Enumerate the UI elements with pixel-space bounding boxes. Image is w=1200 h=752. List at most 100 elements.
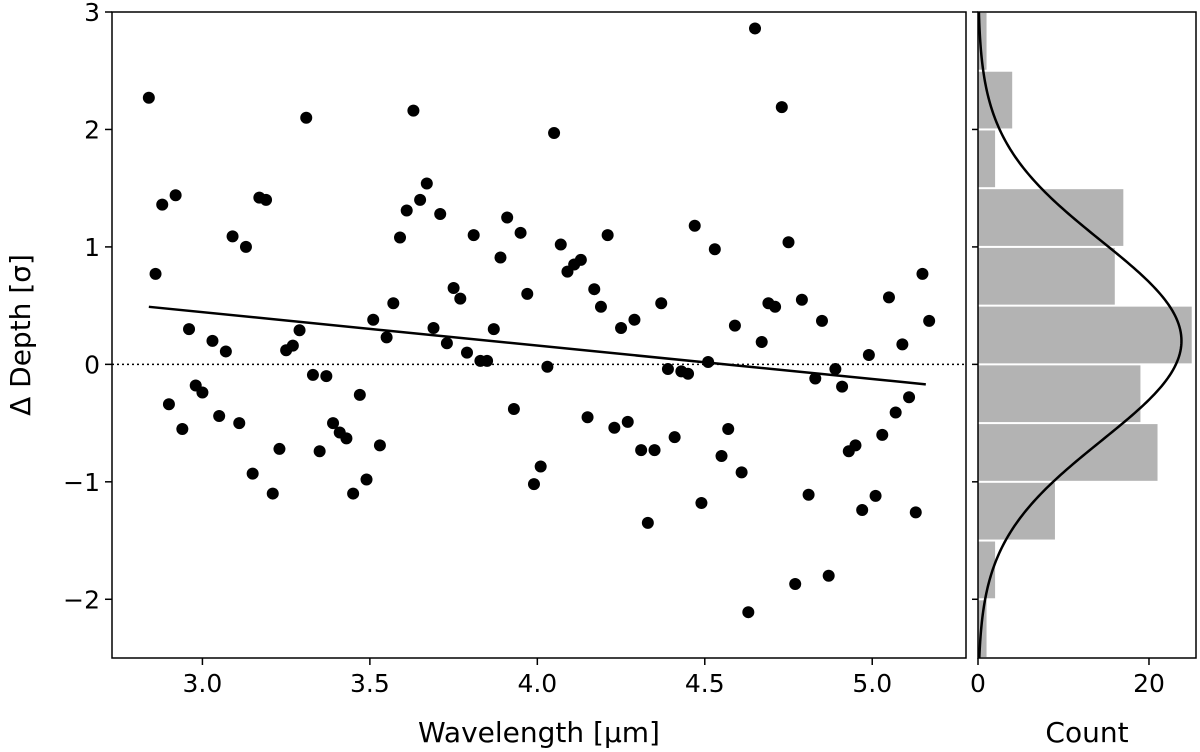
gaussian-curve bbox=[977, 11, 1183, 659]
data-point bbox=[394, 231, 407, 244]
histogram-bar bbox=[978, 247, 1115, 305]
data-point bbox=[367, 313, 380, 326]
data-point bbox=[601, 229, 614, 242]
data-point bbox=[293, 324, 306, 337]
data-point bbox=[628, 313, 641, 326]
data-point bbox=[169, 189, 182, 202]
data-point bbox=[454, 292, 467, 305]
data-point bbox=[869, 489, 882, 502]
data-point bbox=[183, 323, 196, 336]
data-point bbox=[347, 487, 360, 500]
data-point bbox=[594, 300, 607, 313]
data-point bbox=[769, 300, 782, 313]
data-point bbox=[427, 321, 440, 334]
data-point bbox=[682, 367, 695, 380]
x-tick-label: 3.5 bbox=[350, 669, 390, 698]
data-point bbox=[387, 297, 400, 310]
data-point bbox=[527, 478, 540, 491]
histogram-bars bbox=[978, 13, 1192, 657]
y-tick-label: −1 bbox=[63, 468, 100, 497]
histogram-bar bbox=[978, 13, 987, 70]
data-point bbox=[206, 334, 219, 347]
data-point bbox=[648, 444, 661, 457]
data-point bbox=[494, 251, 507, 264]
data-point bbox=[588, 283, 601, 296]
histogram-x-axis-label: Count bbox=[1045, 716, 1128, 749]
data-point bbox=[414, 193, 427, 206]
data-point bbox=[239, 240, 252, 253]
scatter-plot-frame bbox=[111, 11, 967, 659]
y-tick-label: 2 bbox=[84, 115, 100, 144]
data-point bbox=[541, 360, 554, 373]
data-point bbox=[581, 411, 594, 424]
data-point bbox=[822, 569, 835, 582]
histogram-bar bbox=[978, 130, 996, 188]
data-point bbox=[447, 282, 460, 295]
linear-fit-line bbox=[148, 305, 926, 386]
data-point bbox=[142, 91, 155, 104]
data-point bbox=[501, 211, 514, 224]
histogram-bar bbox=[978, 365, 1141, 423]
data-point bbox=[715, 449, 728, 462]
data-point bbox=[226, 230, 239, 243]
x-axis-label: Wavelength [μm] bbox=[418, 716, 660, 749]
data-point bbox=[795, 293, 808, 306]
data-point bbox=[574, 253, 587, 266]
data-point bbox=[286, 339, 299, 352]
data-point bbox=[608, 421, 621, 434]
y-axis-label: Δ Depth [σ] bbox=[4, 254, 37, 416]
data-point bbox=[722, 422, 735, 435]
data-point bbox=[373, 439, 386, 452]
data-point bbox=[487, 323, 500, 336]
histogram-plot: 0 20 Count bbox=[970, 11, 1197, 749]
data-point bbox=[320, 370, 333, 383]
data-point bbox=[749, 22, 762, 35]
data-point bbox=[233, 417, 246, 430]
data-point bbox=[836, 380, 849, 393]
data-point bbox=[923, 314, 936, 327]
data-point bbox=[548, 126, 561, 139]
data-point bbox=[246, 467, 259, 480]
data-point bbox=[340, 432, 353, 445]
y-tick-label: 3 bbox=[84, 0, 100, 27]
data-point bbox=[460, 346, 473, 359]
data-point bbox=[755, 336, 768, 349]
data-point bbox=[266, 487, 279, 500]
data-point bbox=[196, 386, 209, 399]
data-point bbox=[882, 291, 895, 304]
x-tick-label: 4.5 bbox=[685, 669, 725, 698]
data-point bbox=[615, 321, 628, 334]
data-point bbox=[481, 354, 494, 367]
data-point bbox=[641, 516, 654, 529]
data-point bbox=[213, 410, 226, 423]
y-tick-label: 1 bbox=[84, 233, 100, 262]
data-point bbox=[829, 363, 842, 376]
data-point bbox=[514, 226, 527, 239]
data-point bbox=[467, 229, 480, 242]
x-tick-label: 3.0 bbox=[183, 669, 223, 698]
histogram-x-tick-label: 20 bbox=[1133, 669, 1165, 698]
data-point bbox=[621, 415, 634, 428]
data-point bbox=[889, 406, 902, 419]
data-point bbox=[688, 219, 701, 232]
data-point bbox=[162, 398, 175, 411]
x-tick-label: 4.0 bbox=[517, 669, 557, 698]
data-point bbox=[668, 431, 681, 444]
histogram-frame bbox=[977, 11, 1197, 659]
data-point bbox=[156, 198, 169, 211]
data-point bbox=[775, 101, 788, 114]
data-point bbox=[782, 236, 795, 249]
data-point bbox=[735, 466, 748, 479]
data-point bbox=[695, 496, 708, 509]
data-point bbox=[708, 243, 721, 256]
y-tick-label: 0 bbox=[84, 350, 100, 379]
data-point bbox=[219, 345, 232, 358]
data-point bbox=[661, 363, 674, 376]
data-point bbox=[655, 297, 668, 310]
histogram-bar bbox=[978, 306, 1192, 364]
data-point bbox=[176, 422, 189, 435]
x-tick-label: 5.0 bbox=[852, 669, 892, 698]
data-point bbox=[260, 193, 273, 206]
